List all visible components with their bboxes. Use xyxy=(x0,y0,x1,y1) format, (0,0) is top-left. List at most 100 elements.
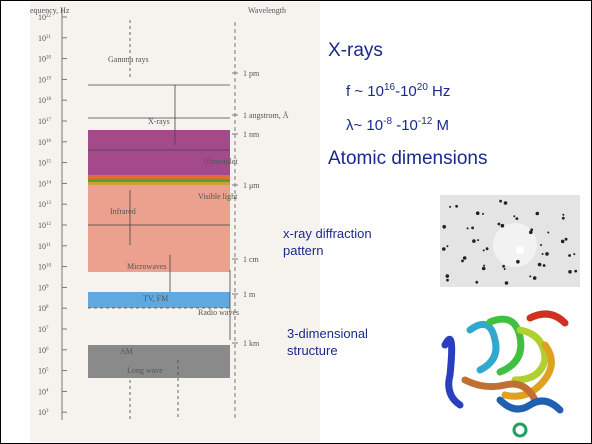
diffraction-spot xyxy=(529,275,531,277)
wavelength-label: 1 cm xyxy=(243,255,260,264)
visible-band-yellow xyxy=(88,182,230,185)
tick-base: 10 xyxy=(38,117,46,126)
tick-exponent: 14 xyxy=(46,180,52,185)
tick-exponent: 16 xyxy=(46,139,52,144)
diffraction-spot xyxy=(475,281,478,284)
wavelength-label: 1 angstrom, Å xyxy=(243,111,289,120)
tick-exponent: 11 xyxy=(46,243,51,248)
diffraction-spot xyxy=(536,212,540,216)
diffraction-spot xyxy=(561,240,565,244)
diffraction-spot xyxy=(505,281,509,285)
tick-base: 10 xyxy=(38,346,46,355)
band-label: Gamma rays xyxy=(108,55,149,64)
tick-base: 10 xyxy=(38,13,46,22)
diffraction-spot xyxy=(449,206,451,208)
diffraction-spot xyxy=(446,279,449,282)
tick-base: 10 xyxy=(38,387,46,396)
diffraction-spot xyxy=(543,264,546,267)
diffraction-spot xyxy=(529,231,533,235)
tick-base: 10 xyxy=(38,367,46,376)
diffraction-spot xyxy=(504,201,508,205)
ultraviolet-band xyxy=(88,130,230,175)
diffraction-spot xyxy=(446,245,448,247)
diffraction-spot xyxy=(498,223,501,226)
diffraction-spot xyxy=(455,205,458,208)
wavelength-label: 1 μm xyxy=(243,181,260,190)
band-label: AM xyxy=(120,347,133,356)
tick-exponent: 22 xyxy=(46,14,52,19)
diffraction-spot xyxy=(477,239,479,241)
diffraction-image xyxy=(440,195,580,287)
tick-exponent: 21 xyxy=(46,35,52,40)
structure-caption: structure xyxy=(287,343,338,358)
diffraction-spot xyxy=(547,232,549,234)
diffraction-spot xyxy=(502,265,505,268)
diffraction-spot xyxy=(446,274,450,278)
visible-band-red xyxy=(88,175,230,179)
diffraction-spot xyxy=(467,227,469,229)
diffraction-spot xyxy=(472,239,476,243)
diffraction-spot xyxy=(516,217,519,220)
diffraction-caption: x-ray diffraction xyxy=(283,226,372,241)
tick-exponent: 12 xyxy=(46,222,52,227)
tick-base: 10 xyxy=(38,75,46,84)
structure-caption: 3-dimensional xyxy=(287,326,368,341)
diffraction-spot xyxy=(516,260,520,264)
band-label: Radio waves xyxy=(198,308,239,317)
band-label: X-rays xyxy=(148,117,170,126)
tick-exponent: 17 xyxy=(46,118,52,123)
diffraction-spot xyxy=(461,260,464,263)
diffraction-spot xyxy=(545,252,549,256)
visible-band-green xyxy=(88,179,230,182)
band-label: TV, FM xyxy=(143,294,168,303)
tick-exponent: 13 xyxy=(46,201,52,206)
diffraction-spot xyxy=(483,249,485,251)
diffraction-spot xyxy=(471,227,474,230)
diffraction-spot xyxy=(562,217,565,220)
diffraction-spot xyxy=(476,211,480,215)
band-label: Long wave xyxy=(127,366,163,375)
tick-base: 10 xyxy=(38,263,46,272)
band-label: Ultraviolet xyxy=(203,157,238,166)
diffraction-spot xyxy=(538,263,542,267)
diffraction-spot xyxy=(463,256,467,260)
wavelength-label: 1 nm xyxy=(243,130,260,139)
tick-exponent: 20 xyxy=(46,56,52,61)
frequency-range: f ~ 1016-1020 Hz xyxy=(346,82,450,100)
diffraction-spot xyxy=(574,270,577,273)
diffraction-spot xyxy=(562,214,564,216)
tick-base: 10 xyxy=(38,408,46,417)
tick-base: 10 xyxy=(38,55,46,64)
tick-exponent: 10 xyxy=(46,264,52,269)
diffraction-spot xyxy=(533,276,537,280)
diffraction-spot xyxy=(504,268,506,270)
wavelength-label: 1 m xyxy=(243,290,256,299)
band-label: Visible light xyxy=(198,192,238,201)
diffraction-spot xyxy=(482,213,484,215)
tick-exponent: 18 xyxy=(46,97,52,102)
tick-base: 10 xyxy=(38,242,46,251)
diffraction-spot xyxy=(565,238,568,241)
diffraction-spot xyxy=(499,200,502,203)
tick-base: 10 xyxy=(38,96,46,105)
wavelength-label: 1 pm xyxy=(243,69,260,78)
title: X-rays xyxy=(328,40,383,61)
slide: equency, Hz Wavelength 10221021102010191… xyxy=(0,0,592,444)
diffraction-spot xyxy=(540,244,542,246)
tick-base: 10 xyxy=(38,200,46,209)
tick-base: 10 xyxy=(38,179,46,188)
tick-base: 10 xyxy=(38,325,46,334)
band-label: Microwaves xyxy=(127,262,167,271)
wavelength-range: λ~ 10-8 -10-12 M xyxy=(346,116,449,134)
diffraction-spot xyxy=(483,265,485,267)
diffraction-spot xyxy=(501,224,505,228)
diffraction-spot xyxy=(442,225,446,229)
tick-base: 10 xyxy=(38,221,46,230)
tick-base: 10 xyxy=(38,283,46,292)
diffraction-spot xyxy=(568,270,572,274)
diffraction-spot xyxy=(542,253,544,255)
diffraction-spot xyxy=(568,254,571,257)
tick-exponent: 19 xyxy=(46,76,52,81)
diffraction-spot xyxy=(482,267,486,271)
diffraction-spot xyxy=(513,215,515,217)
